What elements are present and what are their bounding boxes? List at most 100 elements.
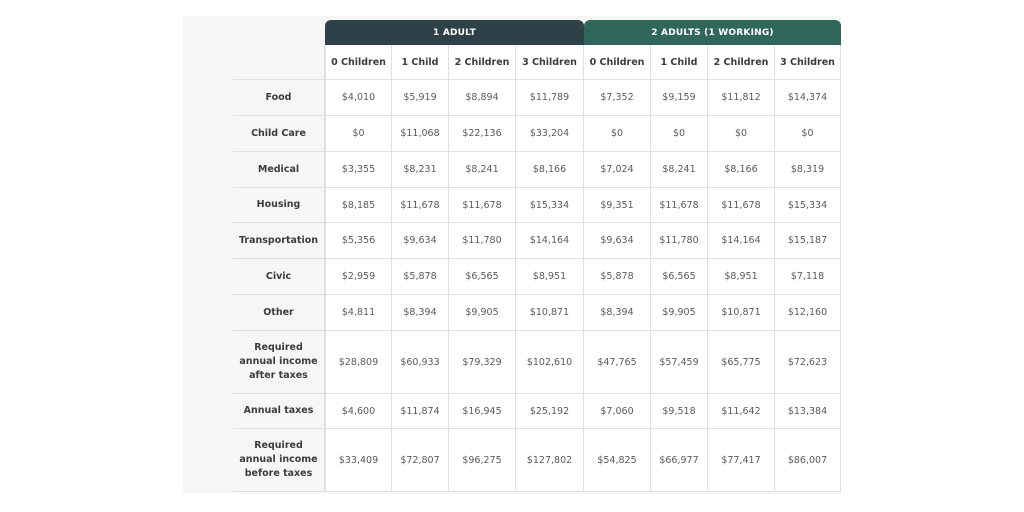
table-cell: $9,518 <box>651 394 708 429</box>
table-cell: $8,241 <box>449 152 516 188</box>
table-cell: $8,231 <box>392 152 449 188</box>
table-cell: $14,164 <box>516 223 584 259</box>
column-header: 2 Children <box>708 45 775 80</box>
table-cell: $86,007 <box>775 429 841 492</box>
table-cell: $14,374 <box>775 80 841 116</box>
table-cell: $8,951 <box>708 259 775 295</box>
row-label: Housing <box>233 188 325 223</box>
table-cell: $8,394 <box>392 295 449 331</box>
table-cell: $15,334 <box>516 188 584 223</box>
table-cell: $8,319 <box>775 152 841 188</box>
table-cell: $11,068 <box>392 116 449 152</box>
table-cell: $65,775 <box>708 331 775 394</box>
row-label: Transportation <box>233 223 325 259</box>
table-cell: $5,356 <box>325 223 392 259</box>
table-cell: $54,825 <box>584 429 651 492</box>
table-cell: $11,642 <box>708 394 775 429</box>
table-cell: $11,678 <box>449 188 516 223</box>
table-cell: $4,600 <box>325 394 392 429</box>
row-label: Civic <box>233 259 325 295</box>
table-cell: $5,878 <box>584 259 651 295</box>
column-header: 2 Children <box>449 45 516 80</box>
table-cell: $9,159 <box>651 80 708 116</box>
column-header: 0 Children <box>584 45 651 80</box>
column-header: 3 Children <box>516 45 584 80</box>
table-cell: $11,874 <box>392 394 449 429</box>
table-cell: $6,565 <box>449 259 516 295</box>
table-cell: $8,951 <box>516 259 584 295</box>
group-header-1-adult: 1 ADULT <box>325 20 584 45</box>
table-cell: $4,811 <box>325 295 392 331</box>
row-label: Annual taxes <box>233 394 325 429</box>
column-header: 1 Child <box>651 45 708 80</box>
table-cell: $2,959 <box>325 259 392 295</box>
table-cell: $8,241 <box>651 152 708 188</box>
table-cell: $14,164 <box>708 223 775 259</box>
table-cell: $4,010 <box>325 80 392 116</box>
table-cell: $11,812 <box>708 80 775 116</box>
table-cell: $72,623 <box>775 331 841 394</box>
table-cell: $33,409 <box>325 429 392 492</box>
column-header: 1 Child <box>392 45 449 80</box>
table-cell: $5,919 <box>392 80 449 116</box>
table-cell: $9,905 <box>449 295 516 331</box>
table-cell: $11,678 <box>392 188 449 223</box>
table-cell: $8,394 <box>584 295 651 331</box>
table-cell: $8,166 <box>708 152 775 188</box>
living-wage-table: 1 ADULT 2 ADULTS (1 WORKING) 0 Children 1… <box>233 20 841 492</box>
table-cell: $7,352 <box>584 80 651 116</box>
table-cell: $7,024 <box>584 152 651 188</box>
table-cell: $5,878 <box>392 259 449 295</box>
table-cell: $11,789 <box>516 80 584 116</box>
table-cell: $8,894 <box>449 80 516 116</box>
group-header-2-adults: 2 ADULTS (1 WORKING) <box>584 20 841 45</box>
table-corner <box>233 20 325 45</box>
table-cell: $9,634 <box>392 223 449 259</box>
row-label: Required annual income before taxes <box>233 429 325 492</box>
table-cell: $57,459 <box>651 331 708 394</box>
table-cell: $6,565 <box>651 259 708 295</box>
table-cell: $9,351 <box>584 188 651 223</box>
table-cell: $66,977 <box>651 429 708 492</box>
table-cell: $11,780 <box>449 223 516 259</box>
table-cell: $3,355 <box>325 152 392 188</box>
table-cell: $10,871 <box>516 295 584 331</box>
table-cell: $60,933 <box>392 331 449 394</box>
table-cell: $15,334 <box>775 188 841 223</box>
table-cell: $127,802 <box>516 429 584 492</box>
table-cell: $0 <box>708 116 775 152</box>
table-cell: $28,809 <box>325 331 392 394</box>
row-label: Food <box>233 80 325 116</box>
table-cell: $0 <box>651 116 708 152</box>
table-cell: $0 <box>775 116 841 152</box>
table-cell: $102,610 <box>516 331 584 394</box>
table-cell: $22,136 <box>449 116 516 152</box>
table-cell: $7,060 <box>584 394 651 429</box>
column-header: 3 Children <box>775 45 841 80</box>
row-label: Child Care <box>233 116 325 152</box>
table-cell: $96,275 <box>449 429 516 492</box>
column-header: 0 Children <box>325 45 392 80</box>
table-cell: $77,417 <box>708 429 775 492</box>
table-cell: $10,871 <box>708 295 775 331</box>
table-cell: $9,634 <box>584 223 651 259</box>
table-cell: $0 <box>584 116 651 152</box>
table-cell: $12,160 <box>775 295 841 331</box>
table-cell: $47,765 <box>584 331 651 394</box>
row-label: Medical <box>233 152 325 188</box>
table-cell: $9,905 <box>651 295 708 331</box>
table-cell: $33,204 <box>516 116 584 152</box>
table-cell: $72,807 <box>392 429 449 492</box>
table-cell: $11,678 <box>651 188 708 223</box>
table-cell: $13,384 <box>775 394 841 429</box>
table-cell: $16,945 <box>449 394 516 429</box>
table-cell: $7,118 <box>775 259 841 295</box>
table-cell: $11,780 <box>651 223 708 259</box>
table-cell: $8,185 <box>325 188 392 223</box>
row-label: Required annual income after taxes <box>233 331 325 394</box>
row-label: Other <box>233 295 325 331</box>
table-cell: $15,187 <box>775 223 841 259</box>
table-cell: $11,678 <box>708 188 775 223</box>
table-cell: $25,192 <box>516 394 584 429</box>
table-cell: $8,166 <box>516 152 584 188</box>
